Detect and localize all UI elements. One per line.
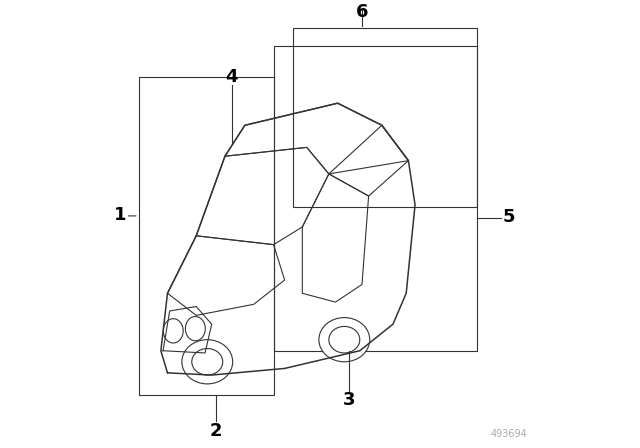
Text: 5: 5 [503, 208, 515, 226]
Bar [273, 46, 477, 351]
Text: 3: 3 [342, 391, 355, 409]
Ellipse shape [319, 318, 370, 362]
Text: 4: 4 [225, 68, 238, 86]
Bar [294, 28, 477, 207]
Ellipse shape [182, 340, 233, 384]
Bar [139, 77, 273, 395]
Text: 2: 2 [210, 422, 222, 440]
Text: 6: 6 [356, 4, 368, 22]
Text: 1: 1 [114, 206, 127, 224]
Text: 493694: 493694 [491, 429, 528, 439]
